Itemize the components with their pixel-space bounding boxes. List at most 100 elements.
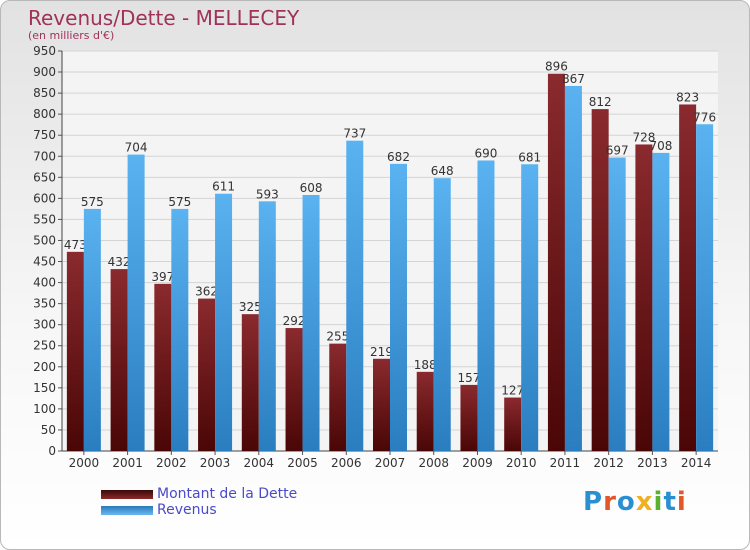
logo-letter: P bbox=[583, 487, 604, 517]
bar-debt-label: 188 bbox=[414, 358, 437, 372]
bar-revenue bbox=[83, 208, 101, 451]
y-tick-label: 100 bbox=[33, 402, 56, 416]
proxiti-logo: Proxiti bbox=[583, 487, 687, 517]
x-tick-label: 2010 bbox=[506, 456, 537, 470]
bar-revenue bbox=[215, 193, 233, 451]
logo-letter: o bbox=[616, 487, 636, 517]
bar-revenue-label: 681 bbox=[518, 150, 541, 164]
bar-revenue-label: 690 bbox=[475, 146, 498, 160]
bar-debt-label: 292 bbox=[283, 314, 306, 328]
bar-debt bbox=[329, 343, 347, 451]
bar-revenue-label: 704 bbox=[125, 141, 148, 155]
x-tick-label: 2014 bbox=[681, 456, 712, 470]
bar-debt-label: 255 bbox=[326, 330, 349, 344]
y-tick-label: 750 bbox=[33, 128, 56, 142]
bar-debt bbox=[416, 371, 434, 451]
bar-debt-label: 473 bbox=[64, 238, 87, 252]
chart-subtitle: (en milliers d'€) bbox=[28, 29, 115, 42]
x-tick-label: 2003 bbox=[200, 456, 231, 470]
x-tick-label: 2011 bbox=[550, 456, 581, 470]
bar-debt bbox=[198, 298, 216, 451]
bar-revenue-label: 593 bbox=[256, 187, 279, 201]
bar-debt-label: 728 bbox=[632, 130, 655, 144]
logo-letter: r bbox=[603, 487, 617, 517]
y-tick-label: 850 bbox=[33, 86, 56, 100]
bar-debt-label: 812 bbox=[589, 95, 612, 109]
x-tick-label: 2005 bbox=[287, 456, 318, 470]
bar-debt bbox=[373, 358, 390, 451]
bar-debt bbox=[241, 314, 259, 451]
bar-debt-label: 896 bbox=[545, 60, 568, 74]
x-tick-label: 2006 bbox=[331, 456, 362, 470]
bar-revenue-label: 776 bbox=[693, 110, 716, 124]
legend-label-revenue: Revenus bbox=[157, 502, 217, 518]
y-tick-label: 50 bbox=[41, 423, 56, 437]
bar-debt-label: 127 bbox=[501, 384, 524, 398]
y-tick-label: 200 bbox=[33, 360, 56, 374]
bar-revenue-label: 708 bbox=[649, 139, 672, 153]
y-tick-label: 250 bbox=[33, 339, 56, 353]
y-tick-label: 150 bbox=[33, 381, 56, 395]
x-tick-label: 2007 bbox=[375, 456, 406, 470]
x-tick-label: 2000 bbox=[69, 456, 100, 470]
x-tick-label: 2013 bbox=[637, 456, 668, 470]
bar-debt-label: 219 bbox=[370, 345, 393, 359]
logo-letter: t bbox=[663, 487, 677, 517]
x-tick-label: 2004 bbox=[244, 456, 275, 470]
x-tick-label: 2012 bbox=[593, 456, 624, 470]
bar-revenue bbox=[652, 152, 670, 452]
legend-swatch-revenue bbox=[101, 506, 153, 515]
bar-debt bbox=[154, 283, 172, 451]
bar-debt-label: 157 bbox=[458, 371, 481, 385]
logo-letter: i bbox=[653, 487, 664, 517]
bar-debt bbox=[285, 328, 303, 451]
bar-revenue bbox=[564, 85, 582, 452]
bar-revenue bbox=[258, 201, 276, 451]
bar-revenue-label: 608 bbox=[300, 181, 323, 195]
bar-debt bbox=[679, 104, 697, 451]
bar-debt bbox=[591, 109, 609, 452]
bar-revenue bbox=[477, 160, 495, 451]
x-tick-label: 2008 bbox=[418, 456, 449, 470]
bar-revenue-label: 737 bbox=[343, 127, 366, 141]
bar-revenue-label: 611 bbox=[212, 180, 235, 194]
bar-debt-label: 325 bbox=[239, 300, 262, 314]
bar-revenue-label: 648 bbox=[431, 164, 454, 178]
logo-letter: x bbox=[635, 487, 654, 517]
y-tick-label: 350 bbox=[33, 297, 56, 311]
logo-letter: i bbox=[676, 487, 687, 517]
y-tick-label: 650 bbox=[33, 170, 56, 184]
bar-revenue-label: 575 bbox=[81, 195, 104, 209]
bar-revenue-label: 575 bbox=[168, 195, 191, 209]
bar-revenue bbox=[433, 178, 451, 451]
bar-debt bbox=[110, 269, 128, 451]
x-tick-label: 2009 bbox=[462, 456, 493, 470]
x-tick-label: 2002 bbox=[156, 456, 187, 470]
bar-revenue-label: 682 bbox=[387, 150, 410, 164]
x-tick-label: 2001 bbox=[112, 456, 143, 470]
y-tick-label: 450 bbox=[33, 255, 56, 269]
bar-debt-label: 397 bbox=[151, 270, 174, 284]
y-tick-label: 300 bbox=[33, 318, 56, 332]
bar-revenue bbox=[346, 140, 364, 451]
bar-revenue bbox=[171, 208, 189, 451]
y-tick-label: 900 bbox=[33, 65, 56, 79]
y-tick-label: 400 bbox=[33, 276, 56, 290]
bar-debt bbox=[504, 397, 522, 451]
bar-revenue bbox=[127, 154, 145, 451]
bar-revenue bbox=[302, 195, 320, 451]
bar-revenue-label: 697 bbox=[606, 144, 629, 158]
y-tick-label: 0 bbox=[48, 444, 56, 458]
bar-debt-label: 823 bbox=[676, 90, 699, 104]
bar-debt bbox=[460, 384, 478, 451]
bar-debt bbox=[635, 144, 653, 451]
bar-revenue bbox=[608, 157, 626, 452]
bar-revenue bbox=[390, 163, 407, 451]
bar-debt bbox=[66, 251, 84, 451]
y-tick-label: 600 bbox=[33, 191, 56, 205]
bar-debt bbox=[547, 73, 565, 451]
legend-label-debt: Montant de la Dette bbox=[157, 486, 298, 502]
legend-swatch-debt bbox=[101, 490, 153, 499]
bar-revenue bbox=[521, 164, 539, 451]
